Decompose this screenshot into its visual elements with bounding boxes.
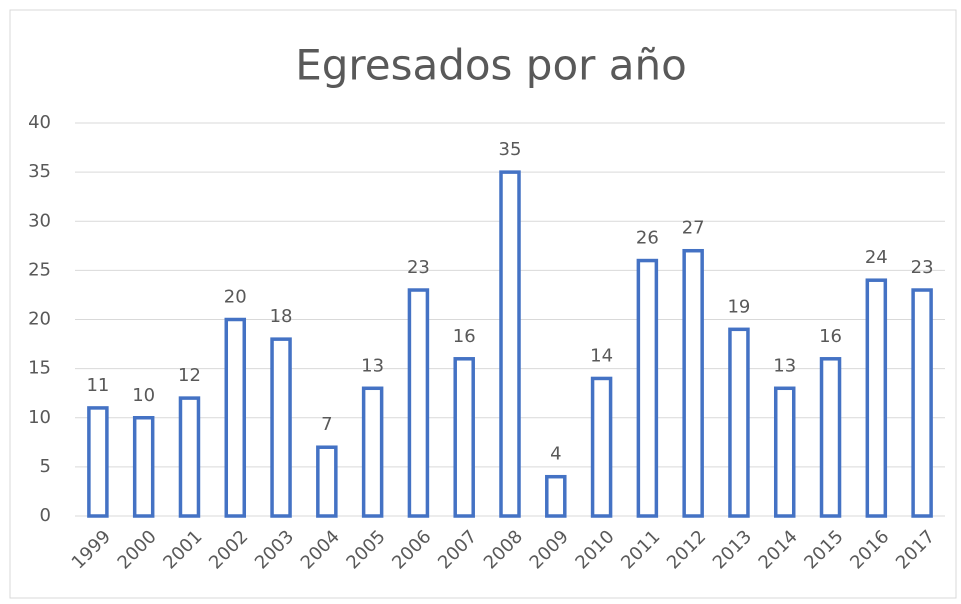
bar	[87, 406, 109, 518]
y-tick-label: 5	[40, 456, 51, 477]
bar	[865, 278, 888, 518]
y-tick-label: 15	[28, 358, 51, 379]
data-label: 26	[636, 228, 659, 249]
data-label: 4	[550, 444, 561, 465]
y-tick-label: 20	[28, 309, 51, 330]
bar	[636, 258, 659, 518]
data-label: 23	[407, 257, 430, 278]
data-label: 24	[865, 247, 888, 268]
data-label: 35	[499, 139, 522, 160]
data-label: 14	[590, 345, 613, 366]
data-label: 12	[178, 365, 201, 386]
bar	[178, 396, 201, 518]
bar	[819, 357, 842, 518]
data-label: 27	[682, 218, 705, 239]
data-label: 20	[224, 287, 247, 308]
bar	[682, 248, 704, 518]
data-label: 13	[773, 355, 796, 376]
bar	[911, 288, 933, 518]
data-label: 10	[132, 385, 155, 406]
bar	[728, 327, 750, 518]
bar	[453, 357, 475, 518]
data-label: 18	[270, 306, 293, 327]
bar	[270, 337, 292, 518]
y-tick-label: 25	[28, 259, 51, 280]
data-label: 16	[453, 326, 476, 347]
y-tick-label: 35	[28, 161, 51, 182]
bar	[773, 386, 796, 518]
y-tick-label: 40	[28, 112, 51, 133]
y-tick-label: 30	[28, 210, 51, 231]
bar	[316, 445, 338, 518]
bar	[545, 474, 567, 518]
bar	[499, 170, 521, 518]
bar	[407, 288, 430, 518]
bar	[132, 416, 155, 518]
chart-title: Egresados por año	[295, 41, 687, 90]
y-tick-label: 10	[28, 407, 51, 428]
bar	[361, 386, 384, 518]
data-label: 11	[86, 375, 109, 396]
data-label: 7	[321, 414, 332, 435]
bar	[590, 376, 613, 518]
data-label: 23	[911, 257, 934, 278]
data-label: 19	[727, 296, 750, 317]
y-tick-label: 0	[40, 505, 51, 526]
chart-border	[9, 9, 957, 599]
data-label: 16	[819, 326, 842, 347]
bar	[224, 317, 247, 518]
data-label: 13	[361, 355, 384, 376]
